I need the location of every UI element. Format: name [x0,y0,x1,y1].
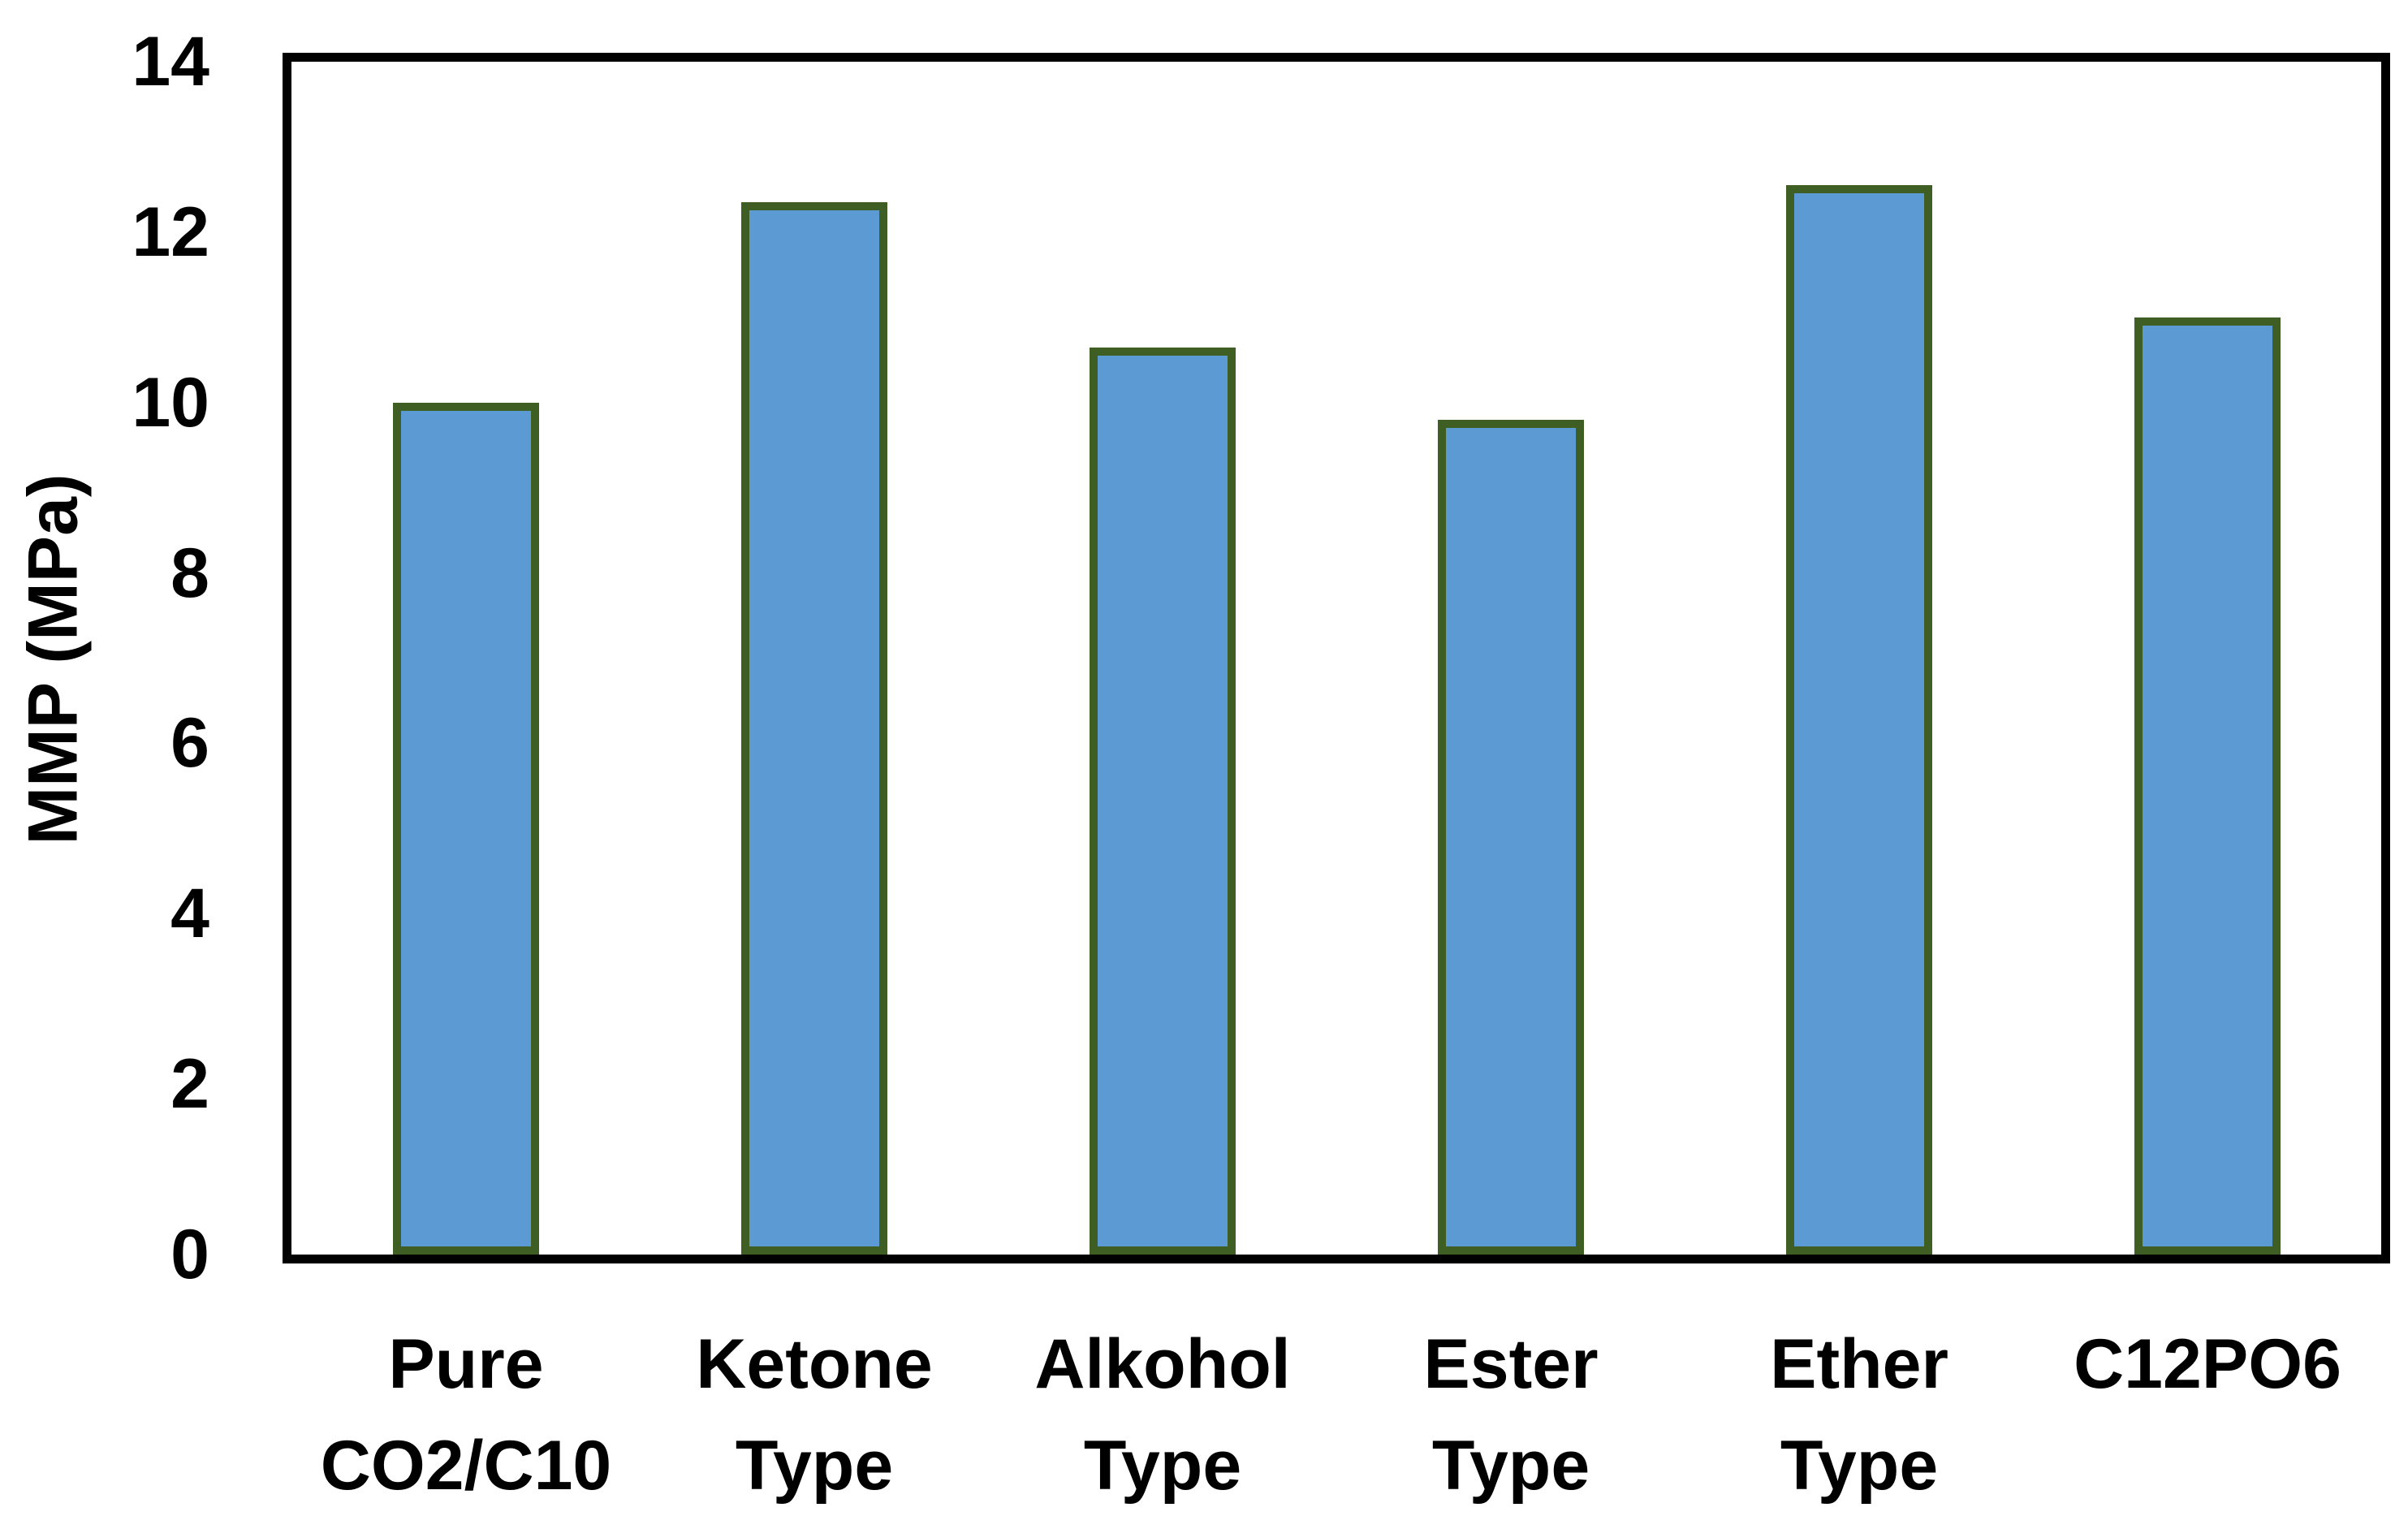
x-category-label-c12po6: C12PO6 [2005,1314,2408,1415]
bar-ester-type [1437,420,1584,1255]
bar-alkohol-type [1089,348,1236,1255]
y-tick-label-10: 10 [132,364,209,442]
x-category-label-ketone-type: Ketone Type [611,1314,1017,1517]
x-category-label-alkohol-type: Alkohol Type [960,1314,1366,1517]
x-category-label-line: Pure [388,1325,544,1403]
y-tick-label-14: 14 [132,23,209,101]
y-tick-label-4: 4 [170,875,209,952]
bars-container [291,62,2381,1255]
plot-area [283,53,2390,1263]
y-tick-label-0: 0 [170,1216,209,1294]
x-category-label-ether-type: Ether Type [1656,1314,2062,1517]
x-category-label-line: Type [1083,1427,1242,1505]
x-category-label-line: C12PO6 [2074,1325,2341,1403]
bar-pure-co2-c10 [392,403,539,1255]
x-category-label-ester-type: Ester Type [1308,1314,1714,1517]
x-category-label-line: Ether [1770,1325,1948,1403]
bar-ether-type [1785,185,1932,1255]
x-category-label-line: Ketone [696,1325,933,1403]
y-tick-label-2: 2 [170,1045,209,1123]
y-tick-label-6: 6 [170,704,209,782]
x-category-label-pure-co2-c10: Pure CO2/C10 [263,1314,669,1517]
x-category-label-line: Type [1431,1427,1590,1505]
x-category-label-line: Type [1780,1427,1939,1505]
x-category-label-line: Ester [1423,1325,1599,1403]
x-category-label-line: CO2/C10 [320,1427,612,1505]
y-tick-label-12: 12 [132,193,209,271]
bar-c12po6 [2134,317,2281,1255]
y-tick-label-8: 8 [170,534,209,612]
x-category-label-line: Type [735,1427,894,1505]
bar-ketone-type [740,202,887,1255]
x-category-label-line: Alkohol [1034,1325,1291,1403]
